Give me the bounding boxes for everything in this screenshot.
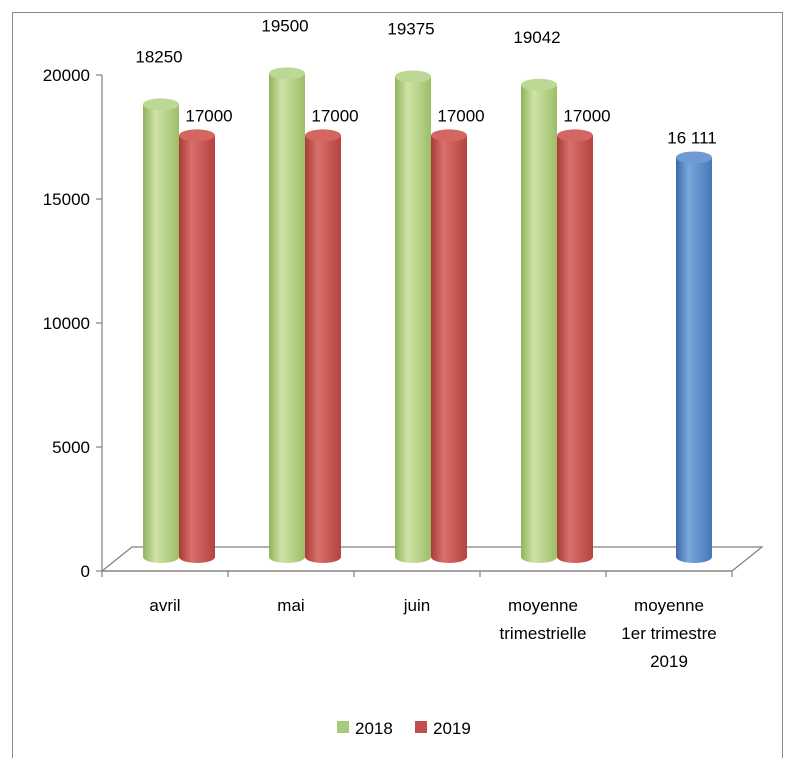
- bar-2019-0: [179, 129, 215, 563]
- labels: 18250 17000 avril 19500 17000 mai 19375 17000 ju…: [135, 16, 716, 671]
- bar-2018-3: [521, 78, 557, 564]
- legend-swatch-2019: [415, 721, 427, 733]
- bar-2019-1-top: [305, 129, 341, 142]
- data-label: 17000: [563, 106, 610, 125]
- data-label: 19042: [513, 28, 560, 47]
- bar-2019-3: [557, 129, 593, 563]
- bar-2019-1-body: [305, 135, 341, 563]
- bar-2019-4: [676, 151, 712, 563]
- bar-2019-2-body: [431, 135, 467, 563]
- bars: [143, 67, 712, 564]
- bar-2018-0-top: [143, 98, 179, 111]
- data-label: 18250: [135, 47, 182, 66]
- bar-2018-3-top: [521, 78, 557, 91]
- data-label: 19500: [261, 16, 308, 35]
- y-tick-label: 20000: [43, 66, 90, 85]
- bar-2019-3-body: [557, 135, 593, 563]
- bar-2018-0-body: [143, 104, 179, 564]
- bar-2019-2-top: [431, 129, 467, 142]
- bar-2019-1: [305, 129, 341, 563]
- bar-2018-3-body: [521, 84, 557, 564]
- legend: 2018 2019: [337, 719, 471, 738]
- x-tick-label: mai: [277, 596, 304, 615]
- y-tick-label: 0: [81, 562, 90, 581]
- y-tick-label: 15000: [43, 190, 90, 209]
- bar-2018-0: [143, 98, 179, 564]
- x-tick-label: 2019: [650, 652, 688, 671]
- bar-2018-2-top: [395, 70, 431, 83]
- data-label: 16 111: [667, 128, 716, 147]
- axes: 0 5000 10000 15000 20000: [43, 66, 103, 581]
- data-label: 19375: [387, 20, 434, 39]
- x-tick-label: 1er trimestre: [621, 624, 716, 643]
- bar-2019-0-body: [179, 135, 215, 563]
- bar-2019-4-body: [676, 157, 712, 563]
- bar-2019-0-top: [179, 129, 215, 142]
- legend-swatch-2018: [337, 721, 349, 733]
- bar-2019-3-top: [557, 129, 593, 142]
- x-tick-label: moyenne: [634, 596, 704, 615]
- bar-2019-4-top: [676, 151, 712, 164]
- x-tick-label: moyenne: [508, 596, 578, 615]
- bar-2019-2: [431, 129, 467, 563]
- data-label: 17000: [185, 106, 232, 125]
- bar-2018-2-body: [395, 76, 431, 563]
- y-tick-label: 10000: [43, 314, 90, 333]
- bar-2018-1-top: [269, 67, 305, 80]
- y-tick-label: 5000: [52, 438, 90, 457]
- legend-label-2018: 2018: [355, 719, 393, 738]
- bar-2018-1-body: [269, 73, 305, 564]
- bar-2018-1: [269, 67, 305, 564]
- x-tick-label: trimestrielle: [500, 624, 587, 643]
- data-label: 17000: [311, 106, 358, 125]
- data-label: 17000: [437, 106, 484, 125]
- bar-2018-2: [395, 70, 431, 563]
- x-tick-label: juin: [403, 596, 430, 615]
- x-tick-label: avril: [149, 596, 180, 615]
- chart-floor: [100, 546, 764, 577]
- chart-frame: [12, 12, 783, 758]
- legend-label-2019: 2019: [433, 719, 471, 738]
